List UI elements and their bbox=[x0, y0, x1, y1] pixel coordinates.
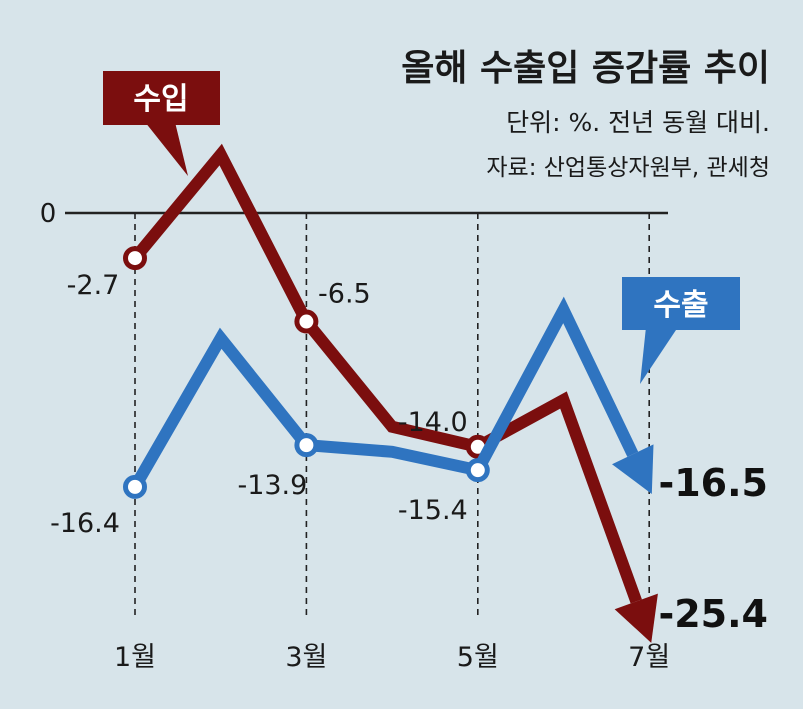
export-point-marker bbox=[123, 474, 147, 499]
export-legend-pointer bbox=[640, 327, 678, 384]
import-value-label: -14.0 bbox=[398, 407, 468, 438]
import-arrowhead bbox=[614, 593, 658, 643]
export-value-label: -16.4 bbox=[50, 508, 120, 539]
export-point-marker bbox=[465, 458, 490, 483]
export-legend-box bbox=[622, 277, 740, 330]
export-point-marker bbox=[294, 433, 319, 458]
export-end-label: -16.5 bbox=[658, 461, 768, 505]
import-point-marker bbox=[294, 309, 319, 334]
import-value-label: -2.7 bbox=[67, 270, 120, 301]
export-legend-label: 수출 bbox=[653, 288, 708, 323]
export-value-label: -15.4 bbox=[398, 495, 468, 526]
import-legend-pointer bbox=[145, 122, 188, 176]
label-layer: -2.7 -6.5 -14.0 -16.4 -13.9 -15.4 -16.5 -25.4 수입… bbox=[50, 71, 768, 636]
x-tick-label: 1월 bbox=[114, 642, 156, 673]
x-tick-label: 3월 bbox=[285, 642, 327, 673]
x-tick-label: 5월 bbox=[457, 642, 499, 673]
import-end-label: -25.4 bbox=[658, 592, 768, 636]
export-value-label: -13.9 bbox=[237, 470, 307, 501]
chart-source: 자료: 산업통상자원부, 관세청 bbox=[486, 155, 770, 181]
import-value-label: -6.5 bbox=[318, 279, 371, 310]
import-series-line bbox=[130, 143, 642, 604]
chart-subtitle: 단위: %. 전년 동월 대비. bbox=[506, 108, 770, 137]
x-tick-label: 7월 bbox=[628, 642, 670, 673]
import-legend-box bbox=[103, 71, 220, 125]
import-point-marker bbox=[123, 246, 147, 271]
zero-label: 0 bbox=[40, 199, 57, 229]
import-legend-label: 수입 bbox=[133, 82, 188, 117]
export-series-line bbox=[129, 296, 639, 490]
series-layer bbox=[123, 143, 658, 643]
export-arrowhead bbox=[612, 444, 654, 494]
chart-title: 올해 수출입 증감률 추이 bbox=[401, 48, 770, 89]
